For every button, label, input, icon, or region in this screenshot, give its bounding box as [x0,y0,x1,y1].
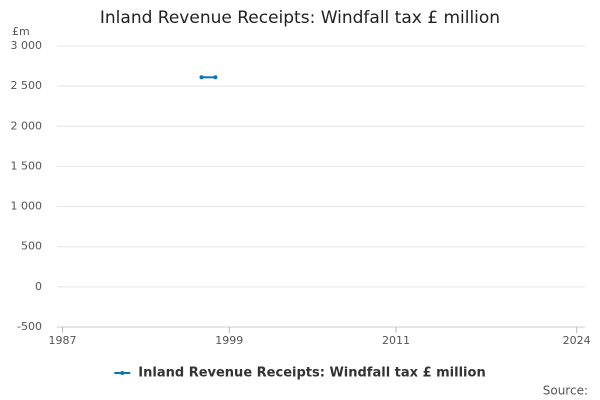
legend-swatch-dot [120,371,125,375]
y-tick-label: 1 000 [11,200,43,213]
legend-label: Inland Revenue Receipts: Windfall tax £ … [138,366,485,381]
y-tick-label: 2 000 [11,119,43,132]
x-tick-label: 1999 [215,334,243,347]
y-unit: £m [12,25,30,38]
y-tick-label: -500 [17,320,42,333]
data-point [199,75,204,80]
y-tick-label: 2 500 [11,79,43,92]
y-tick-label: 0 [35,280,42,293]
y-tick-label: 500 [21,240,42,253]
y-tick-label: 1 500 [11,159,43,172]
x-tick-label: 2011 [382,334,410,347]
y-tick-label: 3 000 [11,39,43,52]
chart-title: Inland Revenue Receipts: Windfall tax £ … [100,8,500,28]
source: Source: [543,384,588,398]
x-tick-label: 2024 [563,334,591,347]
data-point [213,75,218,80]
x-tick-label: 1987 [49,334,77,347]
